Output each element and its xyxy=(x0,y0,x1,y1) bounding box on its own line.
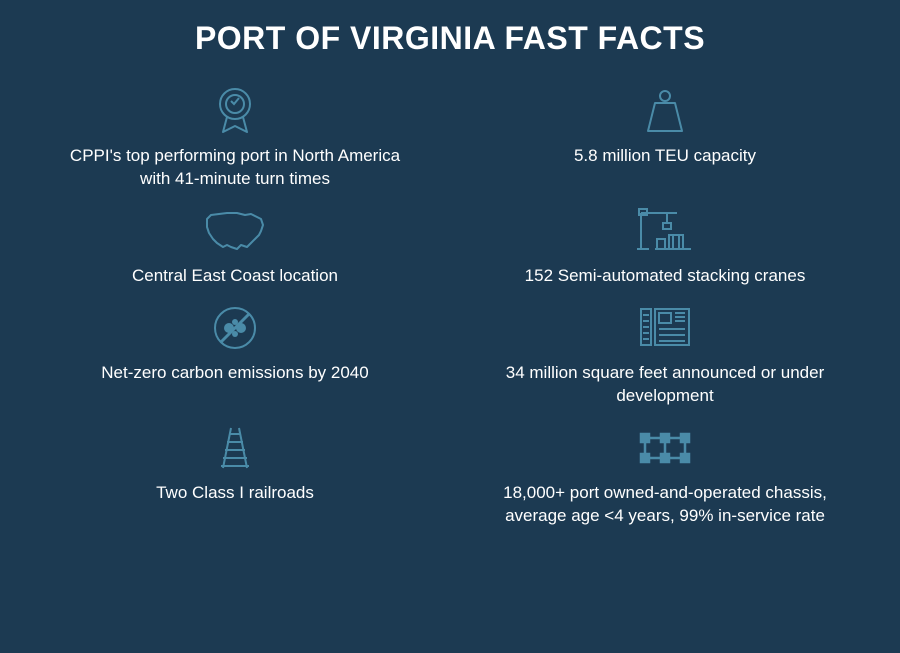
fact-text: Net-zero carbon emissions by 2040 xyxy=(101,362,368,385)
net-zero-icon xyxy=(211,302,259,354)
usa-map-icon xyxy=(203,205,267,257)
page-title: PORT OF VIRGINIA FAST FACTS xyxy=(195,20,705,57)
rail-tracks-icon xyxy=(213,422,257,474)
infographic-container: PORT OF VIRGINIA FAST FACTS CPPI's top p… xyxy=(0,0,900,653)
fact-item: Two Class I railroads xyxy=(40,422,430,528)
fact-text: CPPI's top performing port in North Amer… xyxy=(55,145,415,191)
facts-grid: CPPI's top performing port in North Amer… xyxy=(40,85,860,528)
fact-text: 152 Semi-automated stacking cranes xyxy=(525,265,806,288)
award-badge-icon xyxy=(212,85,258,137)
fact-item: 18,000+ port owned-and-operated chassis,… xyxy=(470,422,860,528)
fact-item: 34 million square feet announced or unde… xyxy=(470,302,860,408)
fact-item: Net-zero carbon emissions by 2040 xyxy=(40,302,430,408)
crane-icon xyxy=(635,205,695,257)
chassis-icon xyxy=(633,422,697,474)
fact-item: CPPI's top performing port in North Amer… xyxy=(40,85,430,191)
fact-item: Central East Coast location xyxy=(40,205,430,288)
fact-item: 152 Semi-automated stacking cranes xyxy=(470,205,860,288)
fact-text: 34 million square feet announced or unde… xyxy=(485,362,845,408)
fact-text: Two Class I railroads xyxy=(156,482,314,505)
weight-icon xyxy=(640,85,690,137)
fact-text: Central East Coast location xyxy=(132,265,338,288)
fact-text: 5.8 million TEU capacity xyxy=(574,145,756,168)
blueprint-icon xyxy=(637,302,693,354)
fact-item: 5.8 million TEU capacity xyxy=(470,85,860,191)
fact-text: 18,000+ port owned-and-operated chassis,… xyxy=(485,482,845,528)
